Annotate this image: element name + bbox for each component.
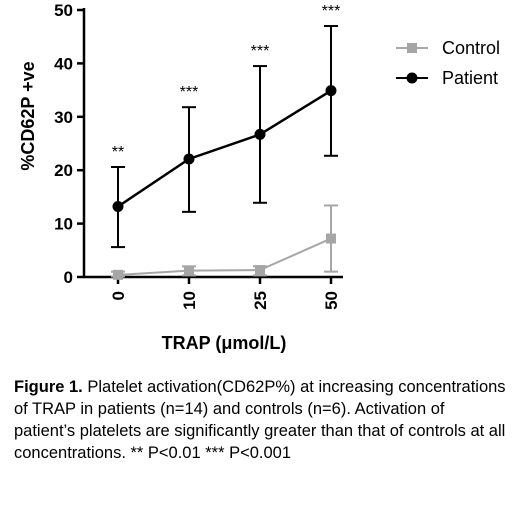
y-tick-label: 50 [54, 1, 73, 20]
x-tick-label: 50 [322, 291, 341, 310]
legend-item-patient: Patient [396, 68, 498, 88]
y-axis-title: %CD62P +ve [18, 61, 38, 170]
data-point [326, 233, 336, 244]
legend-label: Patient [442, 68, 498, 88]
legend-label: Control [442, 38, 500, 58]
series-line [117, 89, 332, 208]
series-line [117, 237, 332, 276]
x-axis-title: TRAP (μmol/L) [162, 333, 287, 353]
legend: Control Patient [396, 38, 500, 88]
series-control [111, 204, 338, 280]
x-tick-label: 25 [251, 291, 270, 310]
y-tick-label: 20 [54, 161, 73, 180]
data-point [325, 85, 337, 97]
figure-caption: Figure 1. Platelet activation(CD62P%) at… [14, 376, 510, 464]
data-point [113, 269, 123, 280]
data-point [254, 128, 266, 140]
data-point [112, 201, 124, 213]
x-tick-label: 0 [109, 291, 128, 300]
y-tick-label: 10 [54, 215, 73, 234]
series-patient [111, 25, 338, 249]
significance-label: *** [251, 43, 270, 60]
significance-label: *** [180, 84, 199, 101]
significance-label: *** [322, 3, 341, 20]
legend-item-control: Control [396, 38, 500, 58]
data-point [184, 265, 194, 276]
figure-label: Figure 1. [14, 378, 83, 396]
x-tick-label: 10 [180, 291, 199, 310]
legend-marker [407, 43, 417, 53]
y-tick-label: 40 [54, 54, 73, 73]
axes: 0 10 20 30 40 50 0 10 25 50 [54, 1, 343, 310]
y-tick-label: 0 [64, 268, 73, 287]
y-tick-label: 30 [54, 108, 73, 127]
significance-label: ** [112, 144, 124, 161]
data-point [255, 265, 265, 276]
legend-marker [406, 72, 418, 84]
caption-text: Platelet activation(CD62P%) at increasin… [14, 378, 506, 462]
series-layer: *********** [111, 3, 340, 280]
data-point [183, 153, 195, 165]
